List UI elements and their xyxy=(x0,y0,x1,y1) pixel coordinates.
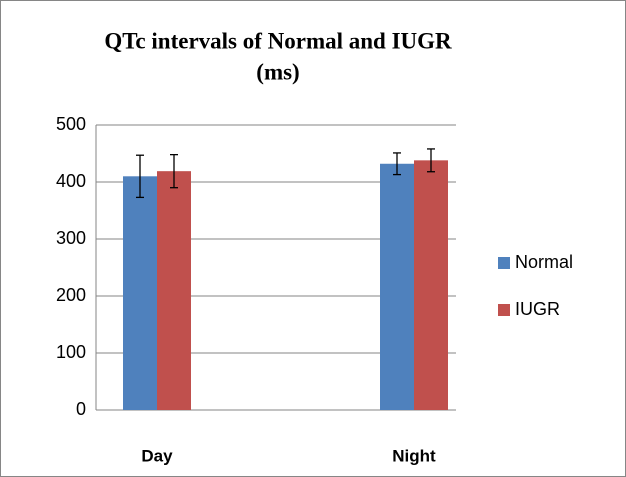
chart-title: (ms) xyxy=(256,59,299,84)
y-tick-label: 200 xyxy=(56,285,86,305)
error-bar xyxy=(136,154,144,199)
error-bar xyxy=(427,148,435,173)
y-tick-label: 400 xyxy=(56,171,86,191)
x-tick-label: Night xyxy=(392,446,436,465)
bar xyxy=(414,160,448,410)
legend-swatch xyxy=(498,304,510,316)
bar xyxy=(157,171,191,410)
y-tick-label: 300 xyxy=(56,228,86,248)
chart-title: QTc intervals of Normal and IUGR xyxy=(104,28,452,53)
y-tick-label: 500 xyxy=(56,114,86,134)
error-bar xyxy=(170,153,178,189)
error-bar xyxy=(393,152,401,176)
legend-label: IUGR xyxy=(515,299,560,319)
legend-label: Normal xyxy=(515,252,573,272)
x-tick-label: Day xyxy=(141,446,173,465)
y-tick-label: 100 xyxy=(56,342,86,362)
bar xyxy=(123,176,157,410)
y-tick-label: 0 xyxy=(76,399,86,419)
bar xyxy=(380,163,414,410)
legend-swatch xyxy=(498,257,510,269)
